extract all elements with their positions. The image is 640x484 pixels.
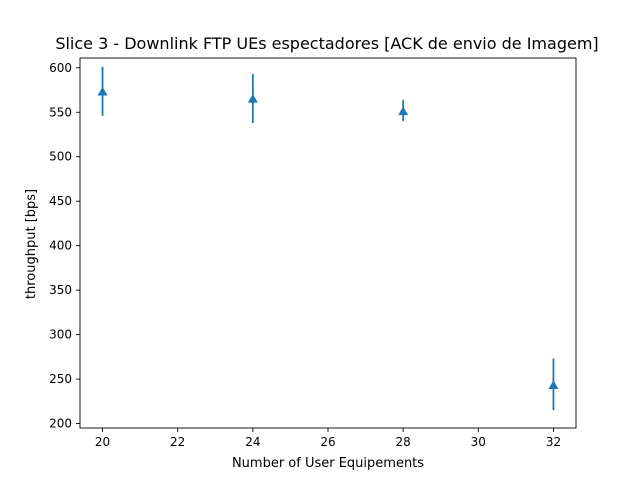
y-tick-label: 550: [49, 105, 72, 119]
x-tick-label: 26: [320, 435, 335, 449]
y-tick-label: 500: [49, 150, 72, 164]
y-axis-label: throughput [bps]: [24, 189, 39, 299]
y-tick-label: 250: [49, 372, 72, 386]
x-tick-label: 30: [471, 435, 486, 449]
y-tick-label: 450: [49, 194, 72, 208]
x-tick-label: 28: [396, 435, 411, 449]
x-axis-label: Number of User Equipements: [232, 456, 424, 471]
y-tick-label: 400: [49, 239, 72, 253]
x-tick-label: 20: [95, 435, 110, 449]
y-tick-label: 300: [49, 328, 72, 342]
x-tick-label: 22: [170, 435, 185, 449]
x-tick-label: 24: [245, 435, 260, 449]
chart-title: Slice 3 - Downlink FTP UEs espectadores …: [55, 34, 598, 53]
y-tick-label: 600: [49, 61, 72, 75]
x-tick-label: 32: [546, 435, 561, 449]
y-tick-label: 350: [49, 283, 72, 297]
y-tick-label: 200: [49, 417, 72, 431]
